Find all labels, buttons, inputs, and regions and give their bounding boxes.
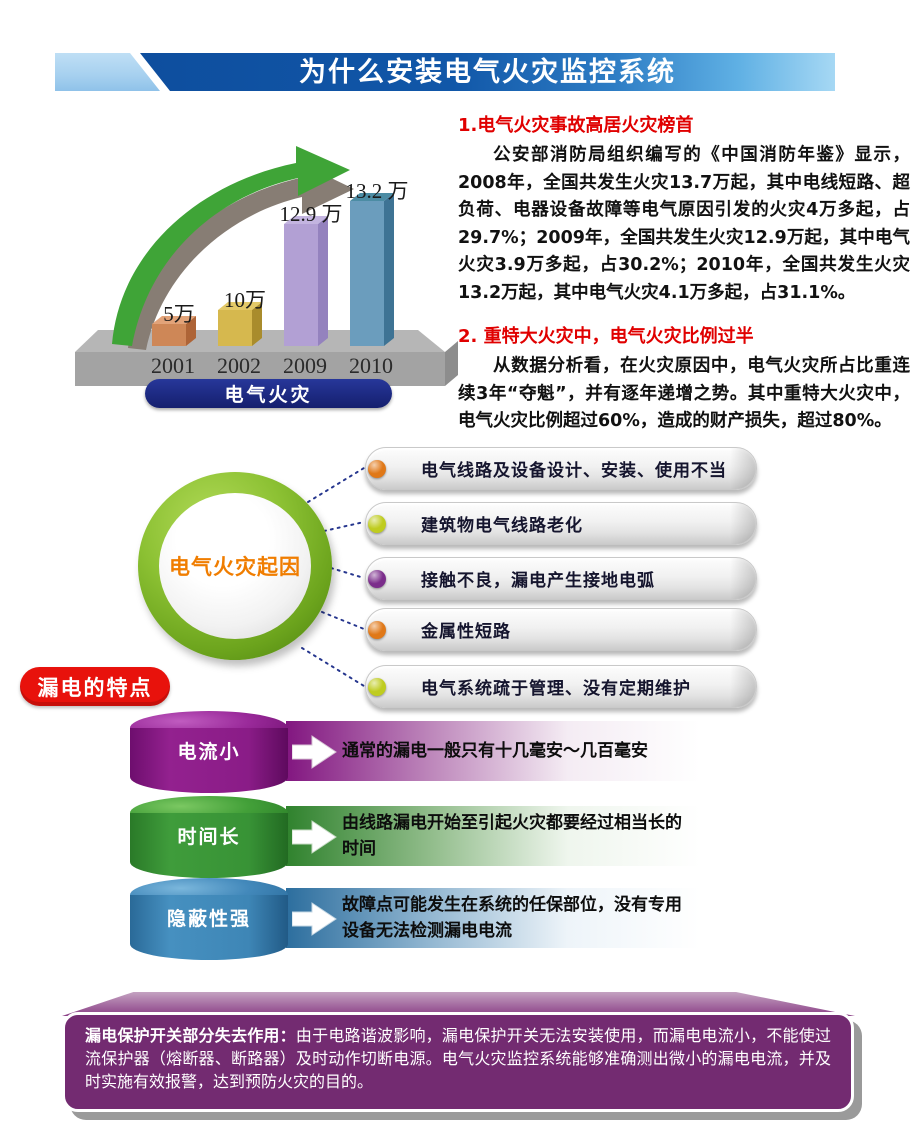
leakage-band <box>286 721 700 781</box>
leakage-label: 电流小 <box>177 741 241 763</box>
leakage-desc: 由线路漏电开始至引起火灾都要经过相当长的时间 <box>342 813 682 859</box>
bar-face <box>218 310 252 346</box>
bullet-dot-icon <box>368 677 386 696</box>
causes-hub-inner: 电气火灾起因 <box>159 493 311 639</box>
leakage-row: 故障点可能发生在系统的任保部位，没有专用设备无法检测漏电电流 隐蔽性强 <box>130 878 700 962</box>
footer-note: 漏电保护开关部分失去作用：由于电路谐波影响，漏电保护开关无法安装使用，而漏电电流… <box>62 1012 854 1112</box>
causes-hub-ring: 电气火灾起因 <box>138 472 332 660</box>
cylinder-body <box>130 813 288 878</box>
bullet-dot-icon <box>368 620 386 639</box>
leakage-band <box>286 806 700 866</box>
bar-value-label: 5万 <box>163 302 195 326</box>
stats-column: 1.电气火灾事故高居火灾榜首 公安部消防局组织编写的《中国消防年鉴》显示，200… <box>458 114 910 454</box>
cylinder-purple: 电流小 <box>130 711 288 793</box>
leakage-desc: 通常的漏电一般只有十几毫安～几百毫安 <box>342 741 648 761</box>
bar-year-label: 2009 <box>283 353 327 378</box>
stats-heading-2: 2. 重特大火灾中，电气火灾比例过半 <box>458 326 754 347</box>
stats-paragraph-2: 从数据分析看，在火灾原因中，电气火灾所占比重连续3年“夺魁”，并有逐年递增之势。… <box>458 356 910 431</box>
leakage-section-tag: 漏电的特点 <box>20 667 170 706</box>
cause-label: 电气线路及设备设计、安装、使用不当 <box>421 461 727 481</box>
header-band <box>140 53 835 91</box>
leakage-label: 时间长 <box>177 826 241 848</box>
cause-label: 建筑物电气线路老化 <box>421 516 583 536</box>
bar-value-label: 13.2 万 <box>345 179 409 203</box>
cause-label: 接触不良，漏电产生接地电弧 <box>421 571 655 591</box>
leakage-desc: 故障点可能发生在系统的任保部位，没有专用设备无法检测漏电电流 <box>342 895 682 941</box>
leakage-label: 隐蔽性强 <box>166 908 251 930</box>
bar-face <box>384 193 394 346</box>
cause-pill: 接触不良，漏电产生接地电弧 <box>365 557 757 600</box>
bar-face <box>350 201 384 346</box>
cause-label: 金属性短路 <box>421 622 511 642</box>
causes-hub-label: 电气火灾起因 <box>169 555 301 579</box>
footer-lead: 漏电保护开关部分失去作用： <box>85 1026 296 1045</box>
bar-year-label: 2002 <box>217 353 261 378</box>
cause-label: 电气系统疏于管理、没有定期维护 <box>421 679 691 699</box>
cause-pill: 电气系统疏于管理、没有定期维护 <box>365 665 757 708</box>
stats-paragraph-1: 公安部消防局组织编写的《中国消防年鉴》显示，2008年，全国共发生火灾13.7万… <box>458 145 910 303</box>
cylinder-green: 时间长 <box>130 796 288 878</box>
bullet-dot-icon <box>368 569 386 588</box>
cylinder-body <box>130 895 288 960</box>
bar-value-label: 12.9 万 <box>279 202 343 226</box>
leakage-band <box>286 888 700 948</box>
leakage-row: 通常的漏电一般只有十几毫安～几百毫安 电流小 <box>130 711 700 795</box>
footer-body: 由于电路谐波影响，漏电保护开关无法安装使用，而漏电电流小，不能使过流保护器（熔断… <box>85 1026 831 1091</box>
bullet-dot-icon <box>368 459 386 478</box>
platform-top <box>75 330 445 352</box>
right-arrow-icon <box>292 902 337 936</box>
bar-face <box>318 216 328 346</box>
leakage-row: 由线路漏电开始至引起火灾都要经过相当长的时间 时间长 <box>130 796 700 880</box>
cause-pill: 电气线路及设备设计、安装、使用不当 <box>365 447 757 490</box>
cylinder-blue: 隐蔽性强 <box>130 878 288 960</box>
bar-value-label: 10万 <box>224 288 266 312</box>
right-arrow-icon <box>292 735 337 769</box>
platform-side <box>445 341 458 386</box>
bullet-dot-icon <box>368 514 386 533</box>
bar-year-label: 2010 <box>349 353 393 378</box>
right-arrow-icon <box>292 820 337 854</box>
stats-heading-1: 1.电气火灾事故高居火灾榜首 <box>458 115 694 136</box>
chart-caption-pill: 电气火灾 <box>145 379 392 408</box>
cylinder-body <box>130 728 288 793</box>
cause-pill: 金属性短路 <box>365 608 757 651</box>
bar-year-label: 2001 <box>151 353 195 378</box>
cause-pill: 建筑物电气线路老化 <box>365 502 757 545</box>
bar-face <box>284 224 318 346</box>
page-title: 为什么安装电气火灾监控系统 <box>299 57 676 88</box>
